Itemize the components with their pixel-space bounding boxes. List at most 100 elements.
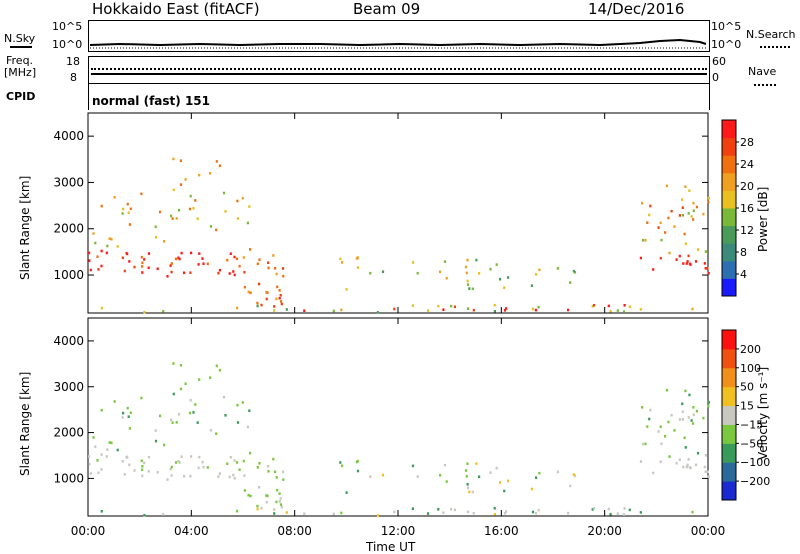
echo-cell <box>472 308 475 312</box>
echo-cell <box>489 267 492 271</box>
nsearch-legend-line <box>760 46 790 48</box>
echo-cell <box>141 261 144 265</box>
echo-cell <box>411 507 414 510</box>
echo-cell <box>224 210 227 213</box>
echo-cell <box>442 511 445 514</box>
echo-cell <box>644 238 647 242</box>
echo-cell <box>567 511 570 515</box>
echo-cell <box>218 472 221 475</box>
echo-cell <box>242 256 245 259</box>
echo-cell <box>154 236 158 239</box>
echo-cell <box>166 478 169 481</box>
nsky-tick-bottom: 10^0 <box>52 38 83 51</box>
echo-cell <box>163 443 166 447</box>
colorbar-swatch <box>722 481 736 501</box>
echo-cell <box>592 304 596 307</box>
echo-cell <box>339 461 342 464</box>
echo-cell <box>495 263 498 266</box>
echo-cell <box>169 264 172 267</box>
echo-cell <box>243 270 246 274</box>
echo-cell <box>89 268 92 272</box>
echo-cell <box>133 469 136 472</box>
echo-cell <box>143 513 146 517</box>
cpid-panel <box>88 82 710 110</box>
echo-cell <box>141 265 144 268</box>
echo-cell <box>681 206 684 209</box>
velocity-colorbar-label: Velocity [m s⁻¹] <box>756 366 770 460</box>
echo-cell <box>177 413 181 416</box>
echo-cell <box>179 387 183 391</box>
echo-cell <box>141 271 144 274</box>
echo-cell <box>670 413 673 417</box>
echo-cell <box>154 225 157 229</box>
echo-cell <box>569 484 572 488</box>
echo-cell <box>369 475 372 478</box>
echo-cell <box>183 474 186 478</box>
echo-cell <box>471 490 474 494</box>
echo-cell <box>639 256 642 260</box>
echo-cell <box>156 471 159 474</box>
freq-tick-bottom: 8 <box>70 71 77 84</box>
echo-cell <box>92 232 95 235</box>
echo-cell <box>226 462 229 465</box>
echo-cell <box>266 494 269 498</box>
ytick-label: 4000 <box>53 129 84 143</box>
echo-cell <box>94 445 97 448</box>
echo-cell <box>641 201 644 205</box>
echo-cell <box>128 260 131 263</box>
echo-cell <box>681 418 684 421</box>
xtick-label: 16:00 <box>484 524 519 538</box>
echo-cell <box>238 264 241 268</box>
echo-cell <box>198 455 201 459</box>
echo-cell <box>706 470 709 474</box>
echo-cell <box>681 214 684 217</box>
echo-cell <box>493 513 496 516</box>
echo-cell <box>285 308 288 311</box>
echo-cell <box>209 429 212 432</box>
echo-cell <box>345 288 348 291</box>
echo-cell <box>215 228 218 232</box>
echo-cell <box>202 262 205 265</box>
echo-cell <box>607 304 610 308</box>
echo-cell <box>100 264 103 268</box>
echo-cell <box>170 262 173 265</box>
echo-cell <box>265 494 268 497</box>
echo-cell <box>275 500 278 504</box>
ytick-label: 3000 <box>53 380 84 394</box>
echo-cell <box>256 301 259 305</box>
echo-cell <box>682 465 685 469</box>
echo-cell <box>110 441 113 445</box>
echo-cell <box>172 157 175 161</box>
echo-cell <box>258 462 261 465</box>
echo-cell <box>235 461 239 464</box>
echo-cell <box>140 396 143 400</box>
echo-cell <box>133 265 136 269</box>
echo-cell <box>369 271 372 275</box>
echo-cell <box>256 504 259 508</box>
echo-cell <box>665 388 669 392</box>
echo-cell <box>591 305 594 308</box>
echo-cell <box>465 271 468 275</box>
echo-cell <box>493 507 496 510</box>
echo-cell <box>241 401 244 404</box>
echo-cell <box>356 266 360 269</box>
colorbar-swatch <box>722 278 736 297</box>
echo-cell <box>189 399 192 402</box>
echo-cell <box>443 260 447 263</box>
echo-cell <box>256 507 259 511</box>
echo-cell <box>616 309 619 312</box>
echo-cell <box>356 469 360 473</box>
echo-cell <box>128 223 131 226</box>
colorbar-swatch <box>722 190 736 209</box>
echo-cell <box>141 474 144 478</box>
echo-cell <box>177 256 180 260</box>
echo-cell <box>466 486 470 490</box>
echo-cell <box>100 204 103 208</box>
echo-cell <box>450 304 453 308</box>
echo-cell <box>445 276 448 280</box>
echo-cell <box>531 510 535 514</box>
echo-cell <box>667 420 670 424</box>
echo-cell <box>641 442 645 446</box>
echo-cell <box>707 200 710 204</box>
